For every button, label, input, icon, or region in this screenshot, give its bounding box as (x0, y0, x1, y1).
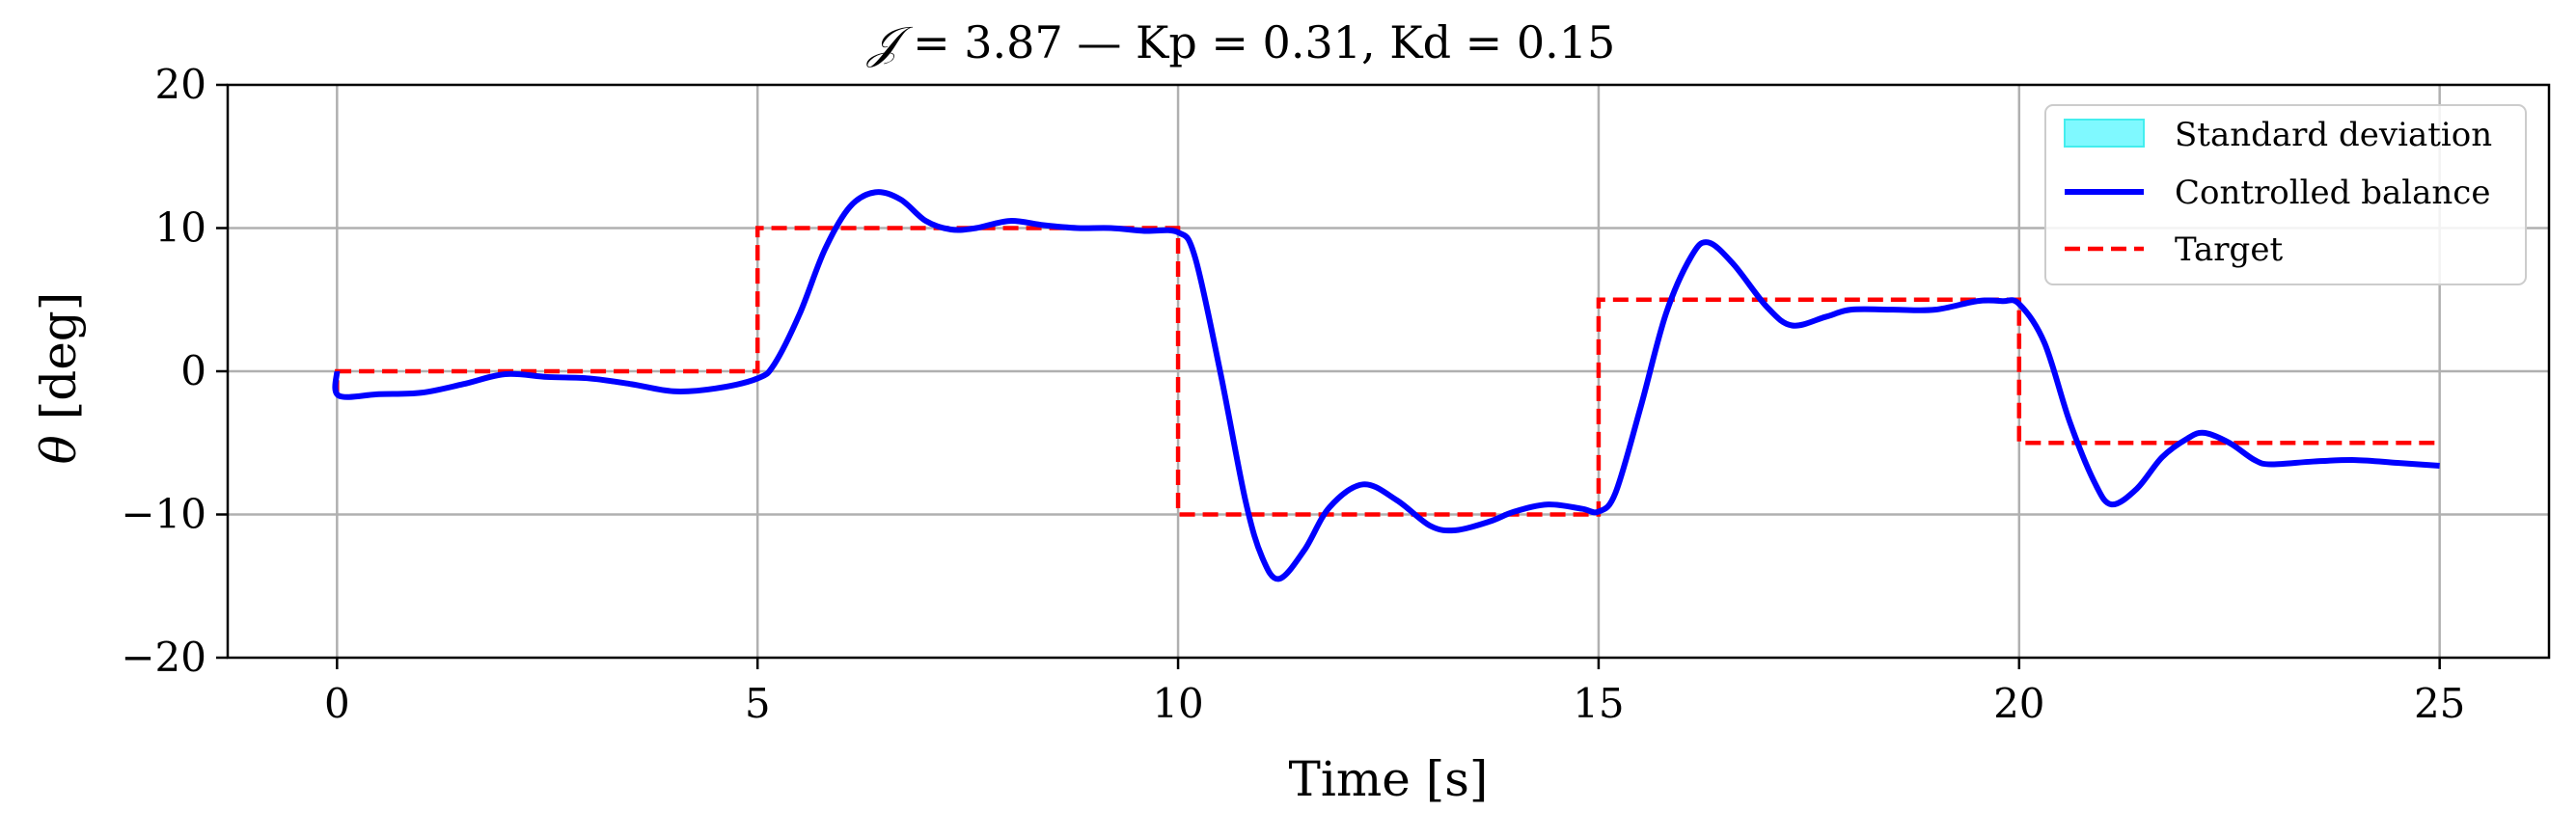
y-tick-label: 20 (155, 61, 206, 108)
y-tick-label: 0 (180, 347, 206, 394)
y-tick-label: 10 (155, 204, 206, 252)
y-tick-label: −20 (121, 634, 206, 681)
y-axis-unit: [deg] (31, 292, 87, 436)
legend: Standard deviation Controlled balance Ta… (2044, 104, 2527, 285)
y-tick-label: −10 (121, 491, 206, 538)
legend-std-patch (2064, 119, 2145, 148)
x-tick-label: 20 (1993, 680, 2044, 727)
target-series-line (335, 226, 2440, 517)
x-tick-label: 5 (745, 680, 771, 727)
plot-series (332, 189, 2440, 582)
x-tick-label: 25 (2414, 680, 2465, 727)
y-axis-symbol: θ (31, 435, 87, 464)
x-axis-label: Time [s] (1289, 751, 1489, 807)
controlled-balance-series-line (332, 189, 2440, 582)
x-tick-label: 0 (324, 680, 350, 727)
legend-balance-label: Controlled balance (2175, 174, 2490, 212)
x-tick-label: 10 (1152, 680, 1203, 727)
x-tick-label: 15 (1573, 680, 1624, 727)
legend-std-label: Standard deviation (2175, 116, 2492, 154)
y-axis-label: θ [deg] (31, 292, 87, 465)
chart-title: 𝒥 = 3.87 — Kp = 0.31, Kd = 0.15 (866, 16, 1616, 68)
legend-target-label: Target (2175, 230, 2283, 269)
title-params: = 3.87 — Kp = 0.31, Kd = 0.15 (899, 16, 1616, 68)
legend-box (2044, 104, 2527, 285)
ticks: 0 5 10 15 20 25 −20 −10 0 10 20 (121, 61, 2465, 727)
